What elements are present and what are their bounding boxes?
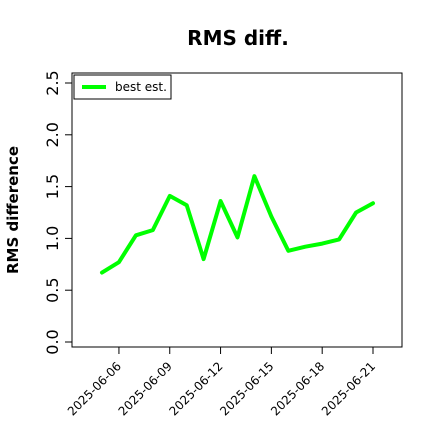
legend-label-best-est: best est. bbox=[115, 80, 167, 94]
y-tick-label: 0.0 bbox=[43, 329, 62, 354]
series-layer bbox=[100, 174, 375, 275]
chart-title: RMS diff. bbox=[187, 26, 289, 50]
y-tick-label: 1.5 bbox=[43, 174, 62, 199]
y-tick-label: 1.0 bbox=[43, 226, 62, 251]
plot-frame bbox=[71, 72, 403, 348]
x-tick-label: 2025-06-15 bbox=[217, 359, 276, 418]
x-tick-label: 2025-06-06 bbox=[65, 359, 124, 418]
x-tick-label: 2025-06-09 bbox=[116, 359, 175, 418]
x-tick-label: 2025-06-18 bbox=[268, 359, 327, 418]
x-tick-label: 2025-06-12 bbox=[166, 359, 225, 418]
series-line-0 bbox=[100, 174, 375, 275]
y-axis-label: RMS difference bbox=[4, 146, 22, 274]
x-axis-ticks: 2025-06-062025-06-092025-06-122025-06-15… bbox=[65, 347, 378, 418]
legend: best est. bbox=[73, 74, 172, 100]
y-tick-label: 2.5 bbox=[43, 70, 62, 95]
y-axis-ticks: 0.0 0.5 1.0 1.5 2.0 2.5 bbox=[43, 70, 72, 355]
y-tick-label: 2.0 bbox=[43, 122, 62, 147]
y-tick-label: 0.5 bbox=[43, 277, 62, 302]
x-tick-label: 2025-06-21 bbox=[319, 359, 378, 418]
